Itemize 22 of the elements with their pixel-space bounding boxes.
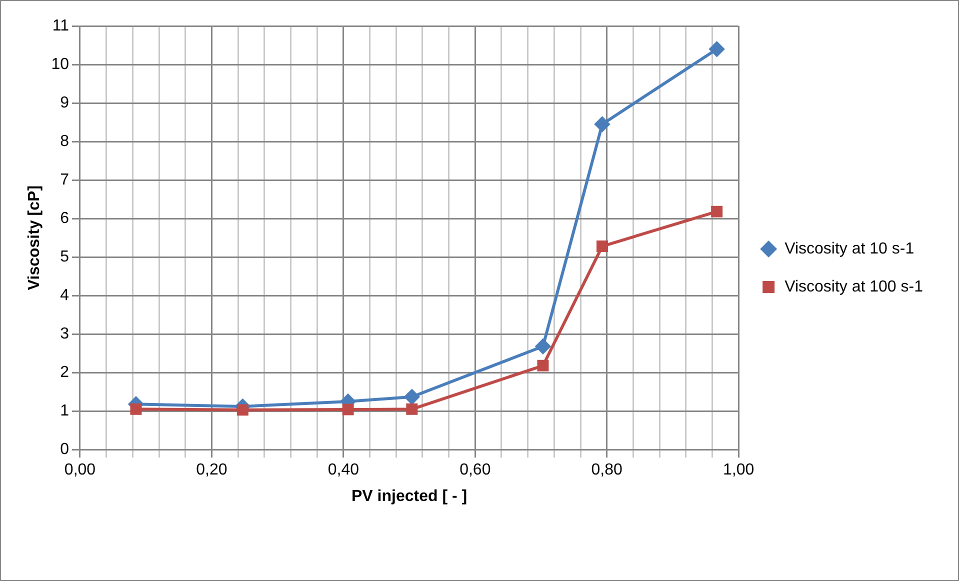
x-tick-label: 0,40 — [328, 462, 360, 479]
y-tick-label: 7 — [60, 171, 70, 188]
y-tick-label: 9 — [60, 94, 70, 112]
x-tick-label: 0,60 — [460, 462, 491, 479]
y-tick-label: 10 — [51, 56, 70, 73]
x-tick-label: 1,00 — [722, 462, 754, 479]
y-tick-label: 11 — [52, 17, 70, 34]
y-tick-label: 4 — [60, 286, 70, 304]
y-tick-label: 1 — [60, 402, 70, 420]
x-tick-label: 0,80 — [591, 462, 623, 479]
y-tick-label: 8 — [60, 132, 70, 150]
x-tick-label: 0,00 — [64, 462, 96, 479]
y-tick-label: 3 — [60, 325, 70, 342]
y-tick-label: 6 — [60, 210, 70, 227]
y-axis-title: Viscosity [cP] — [26, 185, 44, 290]
y-tick-label: 0 — [60, 441, 70, 458]
y-tick-label: 5 — [60, 248, 70, 266]
x-axis-title: PV injected [ - ] — [351, 488, 468, 505]
x-tick-label: 0,20 — [196, 462, 228, 479]
y-tick-label: 2 — [60, 364, 70, 381]
legend-label: Viscosity at 100 s-1 — [784, 278, 924, 296]
legend-label: Viscosity at 10 s-1 — [784, 240, 914, 258]
